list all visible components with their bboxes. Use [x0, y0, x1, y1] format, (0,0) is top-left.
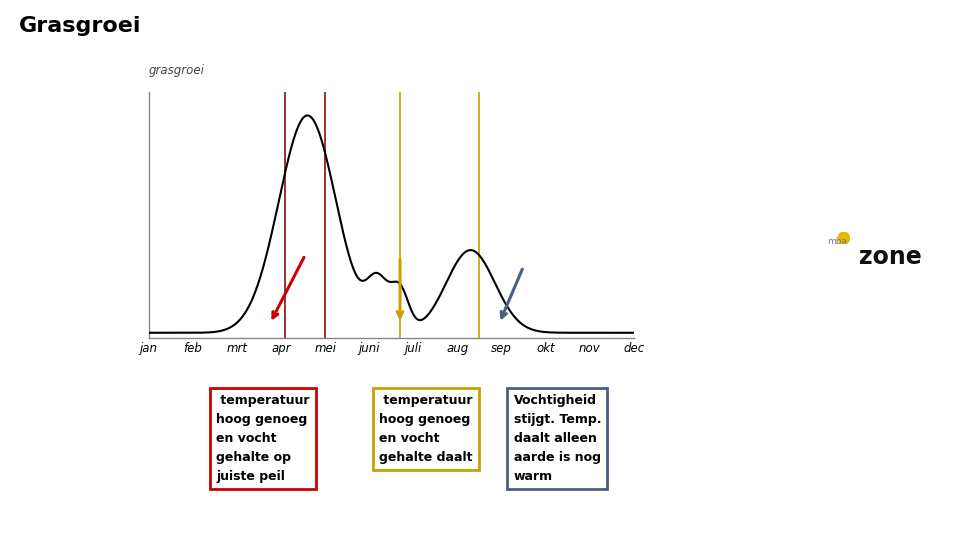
Text: temperatuur
hoog genoeg
en vocht
gehalte op
juiste peil: temperatuur hoog genoeg en vocht gehalte… — [216, 394, 309, 483]
Text: temperatuur
hoog genoeg
en vocht
gehalte daalt: temperatuur hoog genoeg en vocht gehalte… — [379, 394, 472, 464]
Text: mba: mba — [828, 237, 848, 246]
Text: Grasgroei: Grasgroei — [19, 16, 142, 36]
Text: grasgroei: grasgroei — [149, 64, 204, 77]
Text: zone: zone — [859, 245, 922, 268]
Circle shape — [838, 232, 850, 244]
Text: Vochtigheid
stijgt. Temp.
daalt alleen
aarde is nog
warm: Vochtigheid stijgt. Temp. daalt alleen a… — [514, 394, 601, 483]
